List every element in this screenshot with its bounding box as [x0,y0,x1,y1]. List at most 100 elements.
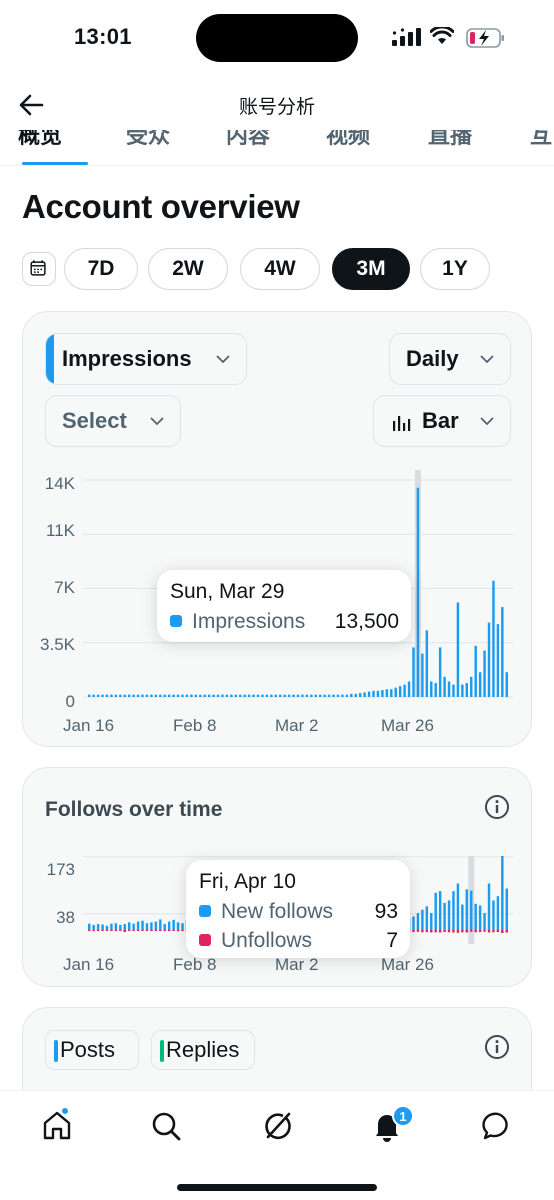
new-follows-bar [416,913,420,930]
impressions-bar [150,694,153,697]
x-tick-label: Jan 16 [63,716,115,735]
impressions-bar [141,694,144,697]
range-3m[interactable]: 3M [332,248,410,290]
impressions-bar [101,694,104,697]
x-tick-label: Mar 2 [275,716,319,735]
impressions-bar [114,694,118,697]
impressions-bar [292,694,295,697]
home-icon[interactable] [40,1109,74,1143]
impressions-bar [443,676,446,697]
range-2w[interactable]: 2W [148,248,228,290]
tab-interaction[interactable]: 互 [530,130,553,148]
dynamic-island [196,14,358,62]
new-follows-bar [478,905,482,930]
tab-video[interactable]: 视频 [326,130,371,148]
impressions-bar [470,676,473,697]
tab-overview[interactable]: 概览 [18,130,63,148]
new-follows-bar [123,924,126,930]
search-icon[interactable] [149,1109,183,1143]
info-icon[interactable] [484,794,510,820]
impressions-bar [372,690,375,697]
impressions-bar [194,694,198,697]
impressions-bar [385,689,389,697]
metric-accent-bar [46,334,54,384]
nav-title: 账号分析 [238,97,315,118]
impressions-bar [487,622,491,697]
tab-live[interactable]: 直播 [428,130,473,148]
impressions-bar [239,694,242,697]
range-4w[interactable]: 4W [240,248,320,290]
chart-type-dropdown[interactable]: Bar [373,395,511,447]
impressions-bar [110,694,113,697]
impressions-bar [105,694,109,697]
new-follows-bar [150,922,153,930]
impressions-bar [407,681,411,697]
status-bar: 13:01 [0,0,554,76]
chart-type-dropdown-label: Bar [422,408,459,433]
impressions-bar [461,684,464,697]
range-1y[interactable]: 1Y [420,248,490,290]
impressions-bar [203,694,206,697]
bottom-nav: 1 [0,1090,554,1200]
tab-audience[interactable]: 受众 [126,130,171,148]
chevron-down-icon [480,417,494,426]
unfollows-bar [501,930,504,934]
chip-replies-label: Replies [166,1037,240,1062]
unfollows-bar [443,930,446,933]
nav-header: 账号分析 [0,80,554,130]
unfollows-bar [150,930,153,931]
impressions-bar [207,694,211,697]
new-follows-bar [505,888,509,930]
calendar-button[interactable] [22,252,56,286]
chip-replies-accent [160,1040,164,1062]
grok-icon[interactable] [260,1109,294,1143]
impressions-bar [230,694,233,697]
unfollows-bar [487,930,491,933]
chip-replies[interactable]: Replies [151,1030,255,1070]
metric-dropdown[interactable]: Impressions [45,333,247,385]
compare-dropdown[interactable]: Select [45,395,181,447]
range-7d[interactable]: 7D [64,248,138,290]
impressions-bar [172,694,175,697]
impressions-bar [199,694,202,697]
info-icon[interactable] [484,1034,510,1060]
unfollows-bar [110,930,113,931]
tooltip-new-value: 93 [374,900,398,923]
cellular-signal-icon [392,28,421,46]
tooltip-label: Impressions [192,610,306,633]
new-follows-bar [487,883,491,930]
back-arrow-icon[interactable] [16,90,48,120]
chip-posts[interactable]: Posts [45,1030,139,1070]
follows-card: Follows over time 173 38 Jan 16 Feb 8 Ma… [22,767,532,987]
tooltip-date: Sun, Mar 29 [170,580,285,603]
messages-icon[interactable] [481,1109,515,1143]
impressions-bar [234,694,238,697]
impressions-bar [305,694,309,697]
new-follows-bar [154,921,158,930]
new-follows-bar [110,923,113,930]
unfollows-bar [123,930,126,933]
unfollows-bar [101,930,104,932]
impressions-bar [279,694,282,697]
unfollows-bar [412,930,415,933]
tab-content[interactable]: 内容 [226,130,271,148]
tooltip-swatch [170,615,182,627]
impressions-bar [421,653,424,697]
new-follows-bar [412,916,415,930]
new-follows-bar [452,891,455,930]
new-follows-bar [425,906,429,930]
y-tick-label: 14K [44,474,75,493]
unfollows-bar [145,930,149,932]
impressions-bar [474,645,477,697]
new-follows-bar [136,921,140,930]
impressions-bar [350,693,353,697]
interval-dropdown[interactable]: Daily [389,333,511,385]
impressions-bar [185,694,189,697]
impressions-bar [505,672,509,697]
home-indicator [177,1184,377,1191]
new-follows-bar [114,923,118,930]
new-follows-bar [105,925,109,930]
impressions-bar-chart[interactable] [83,470,513,705]
unfollows-bar [136,930,140,931]
chevron-down-icon [150,417,164,426]
